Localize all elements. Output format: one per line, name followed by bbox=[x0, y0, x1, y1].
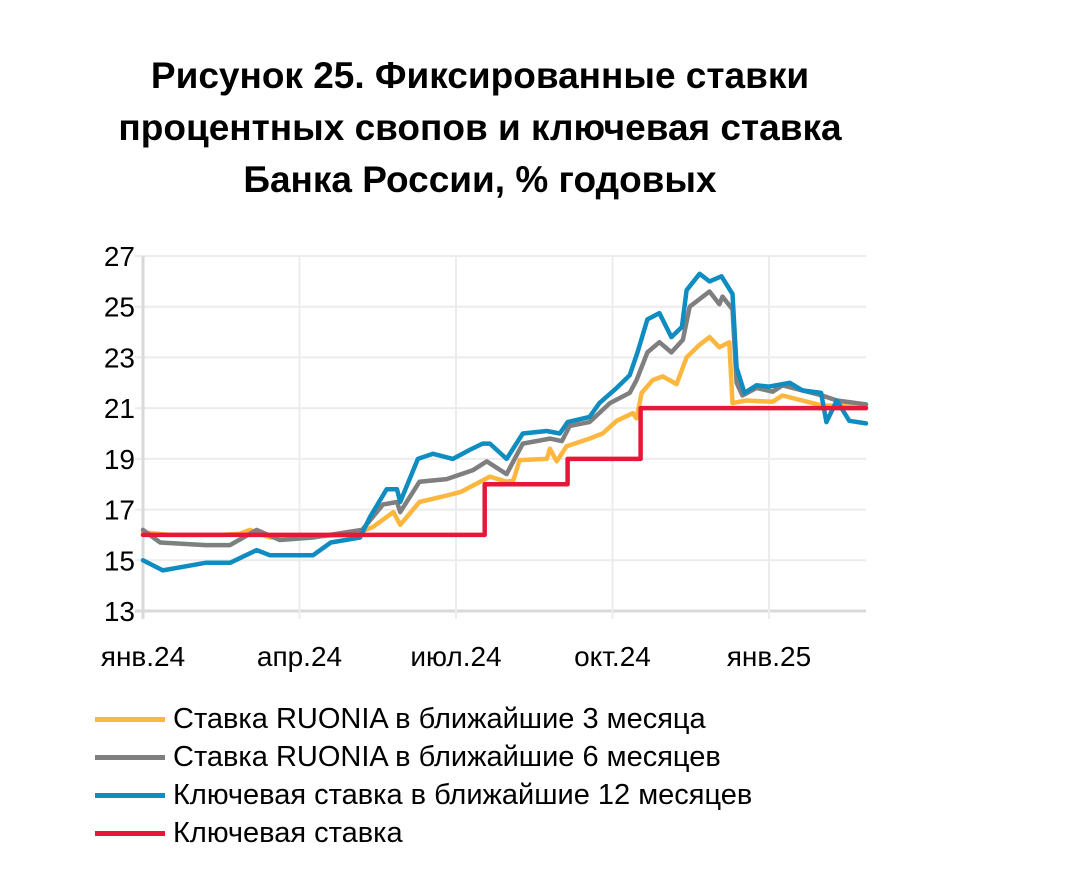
legend-item-key-rate-12m: Ключевая ставка в ближайшие 12 месяцев bbox=[95, 776, 752, 814]
y-tick-label: 25 bbox=[104, 292, 135, 323]
series-ruonia-3m-line bbox=[140, 334, 869, 540]
x-tick-label: июл.24 bbox=[410, 641, 501, 672]
x-tick-label: янв.24 bbox=[101, 641, 185, 672]
legend-swatch bbox=[95, 754, 165, 760]
chart-title: Рисунок 25. Фиксированные ставки процент… bbox=[0, 50, 960, 206]
y-tick-label: 13 bbox=[104, 596, 135, 627]
legend-swatch bbox=[95, 792, 165, 798]
y-tick-label: 21 bbox=[104, 393, 135, 424]
x-tick-label: окт.24 bbox=[574, 641, 651, 672]
legend-item-ruonia-3m: Ставка RUONIA в ближайшие 3 месяца bbox=[95, 700, 752, 738]
legend: Ставка RUONIA в ближайшие 3 месяца Ставк… bbox=[95, 700, 752, 852]
y-tick-label: 27 bbox=[104, 241, 135, 272]
legend-swatch bbox=[95, 830, 165, 836]
y-tick-label: 17 bbox=[104, 495, 135, 526]
x-tick-label: янв.25 bbox=[727, 641, 811, 672]
legend-label: Ставка RUONIA в ближайшие 3 месяца bbox=[173, 702, 706, 735]
legend-label: Ставка RUONIA в ближайшие 6 месяцев bbox=[173, 740, 721, 773]
y-tick-label: 23 bbox=[104, 342, 135, 373]
legend-swatch bbox=[95, 716, 165, 722]
legend-label: Ключевая ставка в ближайшие 12 месяцев bbox=[173, 778, 753, 811]
chart-title-line-3: Банка России, % годовых bbox=[243, 159, 717, 200]
chart-title-line-1: Рисунок 25. Фиксированные ставки bbox=[150, 55, 810, 96]
series-key-rate-12m-line bbox=[140, 271, 869, 573]
series-key-rate-line bbox=[140, 405, 869, 538]
legend-label: Ключевая ставка bbox=[173, 816, 403, 849]
legend-item-ruonia-6m: Ставка RUONIA в ближайшие 6 месяцев bbox=[95, 738, 752, 776]
x-tick-label: апр.24 bbox=[257, 641, 342, 672]
series-ruonia-6m-line bbox=[140, 289, 869, 548]
legend-item-key-rate: Ключевая ставка bbox=[95, 814, 752, 852]
y-tick-label: 19 bbox=[104, 444, 135, 475]
chart-title-line-2: процентных свопов и ключевая ставка bbox=[118, 107, 842, 148]
y-tick-label: 15 bbox=[104, 545, 135, 576]
